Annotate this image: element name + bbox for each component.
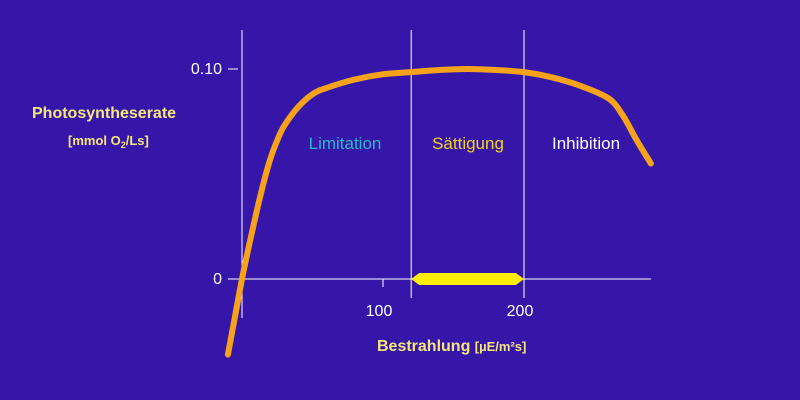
- y-unit-subscript: 2: [120, 140, 126, 150]
- y-axis-title: Photosyntheserate: [32, 105, 177, 122]
- x-tick-label: 100: [366, 303, 393, 320]
- y-axis-unit: [mmol O2/Ls]: [68, 133, 149, 150]
- x-axis-unit: [µE/m²s]: [474, 339, 527, 354]
- x-axis-title: Bestrahlung: [377, 338, 471, 355]
- saturation-range-bar: [411, 273, 524, 285]
- y-tick-label: 0.10: [191, 61, 222, 78]
- y-unit-prefix: [mmol O: [68, 133, 121, 148]
- region-label-1: Limitation: [309, 134, 382, 153]
- x-axis-label: Bestrahlung [µE/m²s]: [377, 338, 526, 356]
- region-label-2: Sättigung: [432, 134, 504, 153]
- region-label-3: Inhibition: [552, 134, 620, 153]
- y-tick-label: 0: [213, 271, 222, 288]
- y-unit-suffix: /Ls]: [125, 133, 149, 148]
- x-tick-label: 200: [507, 303, 534, 320]
- photosynthesis-curve: [224, 66, 654, 358]
